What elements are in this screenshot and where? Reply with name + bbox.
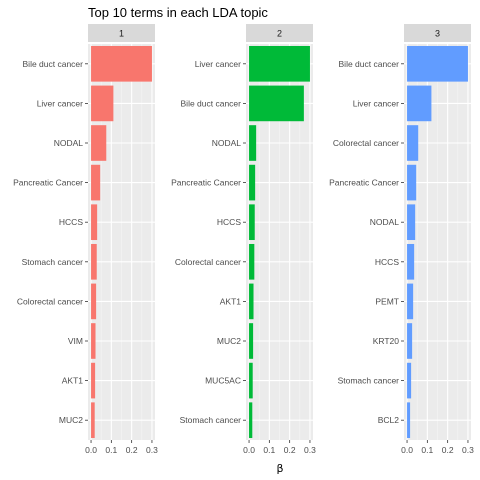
x-tick-label: 0.2 <box>126 445 138 455</box>
chart-title: Top 10 terms in each LDA topic <box>88 5 268 20</box>
x-tick-label: 0.0 <box>85 445 97 455</box>
category-label: Stomach cancer <box>338 376 400 386</box>
x-tick-label: 0.0 <box>401 445 413 455</box>
bar <box>249 362 253 399</box>
bar <box>407 283 414 320</box>
x-tick-label: 0.1 <box>105 445 117 455</box>
bar <box>91 362 96 399</box>
category-label: Liver cancer <box>195 59 241 69</box>
bar <box>91 243 97 280</box>
x-tick-label: 0.1 <box>263 445 275 455</box>
category-label: NODAL <box>54 138 84 148</box>
x-tick-label: 0.1 <box>421 445 433 455</box>
category-label: Bile duct cancer <box>339 59 400 69</box>
category-label: NODAL <box>370 217 400 227</box>
bar <box>249 204 255 241</box>
category-label: Stomach cancer <box>180 415 242 425</box>
x-tick-label: 0.2 <box>284 445 296 455</box>
category-label: Colorectal cancer <box>175 257 241 267</box>
category-label: Stomach cancer <box>22 257 84 267</box>
x-tick-label: 0.2 <box>442 445 454 455</box>
bar <box>407 204 416 241</box>
category-label: Pancreatic Cancer <box>13 178 83 188</box>
facet-strip-label: 1 <box>119 29 124 39</box>
facet-strip <box>88 24 155 42</box>
bar <box>407 125 419 161</box>
facet-strip-label: 3 <box>435 29 440 39</box>
bar <box>407 323 413 359</box>
bar <box>249 323 254 359</box>
bar <box>91 323 96 359</box>
category-label: KRT20 <box>373 336 400 346</box>
category-label: Liver cancer <box>37 98 83 108</box>
category-label: AKT1 <box>62 376 84 386</box>
x-tick-label: 0.3 <box>462 445 474 455</box>
bar <box>407 164 417 201</box>
bar <box>91 204 98 241</box>
bar <box>407 45 468 82</box>
category-label: HCCS <box>375 257 399 267</box>
category-label: HCCS <box>59 217 83 227</box>
bar <box>407 402 411 439</box>
bar <box>91 402 95 439</box>
category-label: VIM <box>68 336 83 346</box>
bar <box>249 125 257 161</box>
x-tick-label: 0.0 <box>243 445 255 455</box>
bar <box>249 45 310 82</box>
category-label: Pancreatic Cancer <box>329 178 399 188</box>
category-label: PEMT <box>375 296 399 306</box>
category-label: NODAL <box>212 138 242 148</box>
category-label: Bile duct cancer <box>181 98 242 108</box>
facet-panels: 1 Bile duct cancer Liver cancer NODAL Pancre… <box>13 24 474 455</box>
bar <box>407 362 412 399</box>
category-label: HCCS <box>217 217 241 227</box>
x-tick-label: 0.3 <box>304 445 316 455</box>
bar <box>249 85 304 122</box>
category-label: Liver cancer <box>353 98 399 108</box>
bar <box>91 164 101 201</box>
bar <box>249 243 255 280</box>
category-label: MUC5AC <box>205 376 241 386</box>
bar <box>91 85 114 122</box>
category-label: BCL2 <box>378 415 400 425</box>
bar <box>407 243 415 280</box>
facet-strip-label: 2 <box>277 29 282 39</box>
category-label: Bile duct cancer <box>23 59 84 69</box>
bar <box>91 283 97 320</box>
x-tick-label: 0.3 <box>146 445 158 455</box>
category-label: MUC2 <box>217 336 241 346</box>
facet-strip <box>404 24 471 42</box>
bar <box>249 283 254 320</box>
bar <box>249 164 256 201</box>
x-axis-title: β <box>276 462 283 475</box>
category-label: AKT1 <box>220 296 242 306</box>
category-label: Pancreatic Cancer <box>171 178 241 188</box>
bar <box>91 45 152 82</box>
category-label: Colorectal cancer <box>17 296 83 306</box>
category-label: Colorectal cancer <box>333 138 399 148</box>
facet-strip <box>246 24 313 42</box>
bar <box>91 125 107 161</box>
category-label: MUC2 <box>59 415 83 425</box>
bar <box>407 85 432 122</box>
bar <box>249 402 253 439</box>
